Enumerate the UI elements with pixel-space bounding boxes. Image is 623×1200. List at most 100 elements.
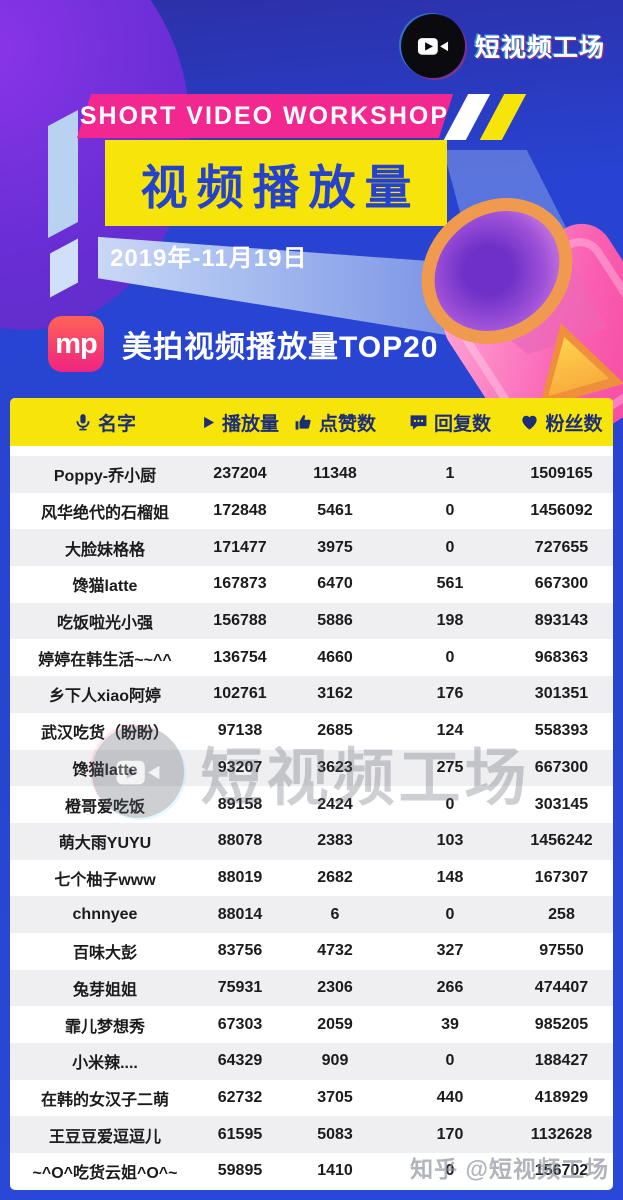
column-label: 粉丝数 bbox=[545, 413, 603, 435]
replies-value: 198 bbox=[436, 612, 464, 630]
column-label: 点赞数 bbox=[318, 413, 376, 435]
table-body: Poppy-乔小厨 237204 11348 1 1509165 风华绝代的石榴姐 1728… bbox=[10, 456, 613, 1190]
plays-value: 88078 bbox=[217, 832, 263, 850]
replies-value: 0 bbox=[445, 1052, 455, 1070]
table-row: 馋猫latte 93207 3623 275 667300 bbox=[10, 749, 613, 787]
fans-value: 1132628 bbox=[530, 1125, 593, 1143]
account-name: 王豆豆爱逗逗儿 bbox=[48, 1128, 161, 1146]
fans-value: 188427 bbox=[534, 1052, 589, 1070]
replies-value: 0 bbox=[445, 538, 455, 556]
account-name: 婷婷在韩生活~~^^ bbox=[38, 651, 172, 669]
replies-value: 440 bbox=[436, 1089, 464, 1107]
plays-value: 88019 bbox=[217, 868, 263, 886]
banner-text: SHORT VIDEO WORKSHOP bbox=[80, 101, 450, 130]
meipai-logo: mp bbox=[48, 316, 104, 372]
brand-logo: 短视频工场 bbox=[400, 14, 605, 78]
likes-value: 2059 bbox=[317, 1015, 353, 1033]
replies-value: 0 bbox=[445, 795, 455, 813]
yellow-slash-decoration bbox=[479, 94, 527, 140]
replies-value: 0 bbox=[445, 905, 455, 923]
fans-value: 167307 bbox=[534, 868, 589, 886]
plays-value: 61595 bbox=[217, 1125, 263, 1143]
plays-value: 172848 bbox=[213, 502, 267, 520]
fans-value: 667300 bbox=[534, 758, 589, 776]
heart-icon bbox=[520, 413, 539, 432]
table-row: 风华绝代的石榴姐 172848 5461 0 1456092 bbox=[10, 493, 613, 530]
page-title: 视频播放量 bbox=[140, 160, 421, 214]
fans-value: 667300 bbox=[534, 575, 589, 593]
date-label: 2019年-11月19日 bbox=[110, 245, 308, 272]
play-icon bbox=[201, 415, 216, 430]
likes-value: 2685 bbox=[317, 722, 353, 740]
account-name: 馋猫latte bbox=[72, 761, 138, 779]
replies-value: 148 bbox=[436, 868, 464, 886]
table-row: 武汉吃货（盼盼） 97138 2685 124 558393 bbox=[10, 713, 613, 750]
likes-value: 2424 bbox=[317, 795, 353, 813]
fans-value: 1509165 bbox=[530, 465, 593, 483]
likes-value: 1410 bbox=[317, 1162, 353, 1180]
fans-value: 303145 bbox=[534, 795, 589, 813]
likes-value: 3623 bbox=[317, 758, 353, 776]
replies-value: 0 bbox=[445, 1162, 455, 1180]
plays-value: 89158 bbox=[217, 795, 263, 813]
plays-value: 67303 bbox=[217, 1015, 263, 1033]
fans-value: 258 bbox=[548, 905, 575, 923]
section-header: mp 美拍视频播放量TOP20 bbox=[48, 316, 439, 372]
account-name: ~^O^吃货云姐^O^~ bbox=[32, 1165, 178, 1183]
table-row: 乡下人xiao阿婷 102761 3162 176 301351 bbox=[10, 676, 613, 713]
replies-value: 170 bbox=[436, 1125, 464, 1143]
account-name: 小米辣.... bbox=[72, 1055, 138, 1073]
table-row: 七个柚子www 88019 2682 148 167307 bbox=[10, 860, 613, 897]
fans-value: 418929 bbox=[534, 1089, 589, 1107]
account-name: 萌大雨YUYU bbox=[58, 835, 152, 853]
plays-value: 136754 bbox=[213, 648, 267, 666]
replies-value: 39 bbox=[441, 1015, 459, 1033]
table-row: chnnyee 88014 6 0 258 bbox=[10, 896, 613, 933]
brand-name: 短视频工场 bbox=[474, 34, 605, 62]
likes-value: 6 bbox=[330, 905, 340, 923]
replies-value: 266 bbox=[436, 978, 464, 996]
account-name: 大脸妹格格 bbox=[64, 541, 145, 559]
fans-value: 985205 bbox=[534, 1015, 589, 1033]
table-header: 名字 播放量 点赞数 回复数 粉丝数 bbox=[10, 398, 613, 446]
fans-value: 301351 bbox=[534, 685, 589, 703]
column-header-4: 粉丝数 bbox=[510, 409, 613, 436]
likes-value: 3975 bbox=[317, 538, 353, 556]
box-edge-decoration bbox=[48, 110, 78, 238]
account-name: 武汉吃货（盼盼） bbox=[40, 725, 169, 743]
fans-value: 893143 bbox=[534, 612, 589, 630]
replies-value: 124 bbox=[436, 722, 464, 740]
column-header-2: 点赞数 bbox=[280, 409, 390, 436]
fans-value: 727655 bbox=[534, 538, 589, 556]
table-row: 霏儿梦想秀 67303 2059 39 985205 bbox=[10, 1006, 613, 1043]
video-camera-icon bbox=[400, 14, 465, 78]
account-name: chnnyee bbox=[72, 905, 138, 923]
likes-value: 11348 bbox=[313, 465, 357, 483]
plays-value: 102761 bbox=[213, 685, 267, 703]
table-row: 小米辣.... 64329 909 0 188427 bbox=[10, 1043, 613, 1080]
fans-value: 1456092 bbox=[530, 502, 593, 520]
replies-value: 275 bbox=[436, 758, 464, 776]
fans-value: 156702 bbox=[534, 1162, 589, 1180]
table-row: 婷婷在韩生活~~^^ 136754 4660 0 968363 bbox=[10, 639, 613, 676]
column-label: 名字 bbox=[97, 413, 136, 435]
table-row: 百味大彭 83756 4732 327 97550 bbox=[10, 933, 613, 970]
plays-value: 62732 bbox=[217, 1089, 263, 1107]
account-name: Poppy-乔小厨 bbox=[53, 468, 157, 486]
account-name: 百味大彭 bbox=[72, 945, 137, 963]
account-name: 橙哥爱吃饭 bbox=[64, 798, 145, 816]
account-name: 馋猫latte bbox=[72, 578, 138, 596]
likes-value: 4732 bbox=[317, 942, 353, 960]
likes-value: 3162 bbox=[317, 685, 353, 703]
plays-value: 167873 bbox=[213, 575, 267, 593]
account-name: 七个柚子www bbox=[54, 871, 156, 889]
likes-value: 2383 bbox=[317, 832, 353, 850]
likes-value: 5083 bbox=[317, 1125, 353, 1143]
likes-value: 5886 bbox=[317, 612, 353, 630]
table-row: 馋猫latte 167873 6470 561 667300 bbox=[10, 566, 613, 603]
account-name: 兔芽姐姐 bbox=[72, 981, 137, 999]
plays-value: 64329 bbox=[217, 1052, 263, 1070]
table-row: 兔芽姐姐 75931 2306 266 474407 bbox=[10, 969, 613, 1007]
replies-value: 176 bbox=[436, 685, 464, 703]
column-label: 回复数 bbox=[433, 413, 491, 435]
